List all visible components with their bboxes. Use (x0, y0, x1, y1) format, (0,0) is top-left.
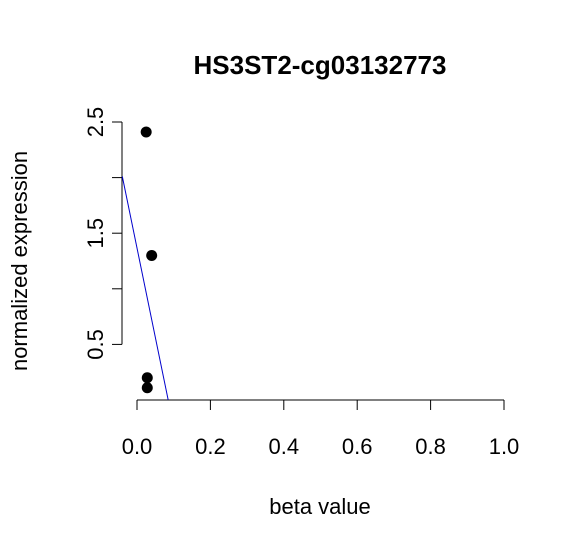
data-point (141, 372, 153, 384)
y-axis-label: normalized expression (7, 151, 32, 371)
fit-line (121, 176, 169, 401)
y-tick-label: 0.5 (83, 329, 108, 360)
x-tick-label: 0.0 (122, 434, 153, 459)
x-tick-label: 0.4 (269, 434, 300, 459)
x-axis-label: beta value (269, 494, 371, 519)
y-tick-label: 2.5 (83, 107, 108, 138)
data-point (140, 126, 152, 138)
data-point (141, 382, 153, 394)
x-axis: 0.0 0.2 0.4 0.6 0.8 1.0 (122, 399, 520, 459)
y-tick-label: 1.5 (83, 218, 108, 249)
x-tick-label: 0.6 (342, 434, 373, 459)
data-point (146, 249, 158, 261)
plot-marks (121, 126, 169, 401)
x-tick-label: 1.0 (489, 434, 520, 459)
chart-title: HS3ST2-cg03132773 (194, 50, 447, 80)
y-axis: 0.5 1.5 2.5 (83, 107, 123, 360)
x-tick-label: 0.2 (195, 434, 226, 459)
x-tick-label: 0.8 (415, 434, 446, 459)
